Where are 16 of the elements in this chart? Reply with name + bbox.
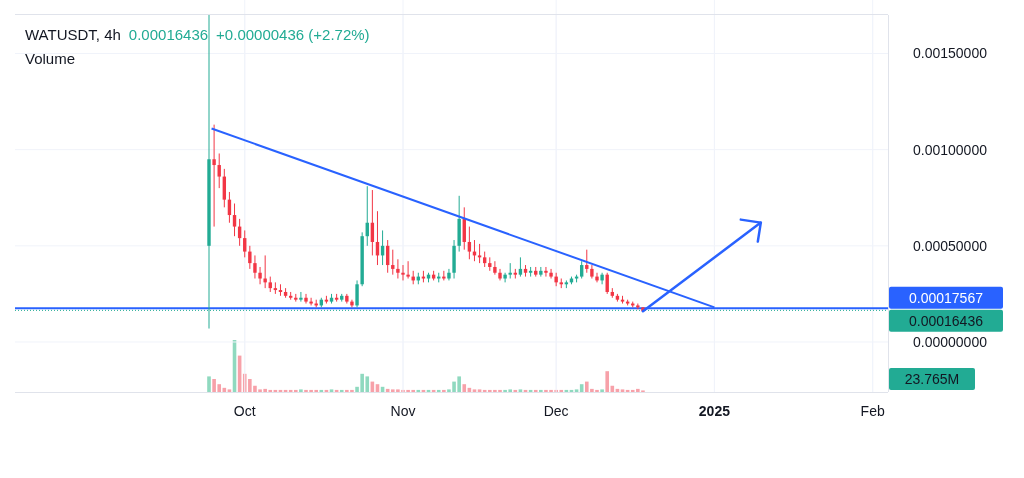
x-tick-label: Feb bbox=[860, 403, 885, 419]
y-tick-label: 0.00000000 bbox=[913, 333, 988, 350]
text: 23.765M bbox=[904, 370, 960, 387]
x-tick-label: Nov bbox=[390, 403, 416, 419]
y-tick-label: 0.00100000 bbox=[913, 141, 988, 158]
x-tick-label: 2025 bbox=[698, 403, 731, 419]
x-tick-label: Dec bbox=[543, 403, 569, 419]
y-tick-label: 0.00150000 bbox=[913, 45, 988, 62]
text: WATUSDT, 4h bbox=[25, 26, 121, 43]
chart-title: Volume bbox=[25, 50, 76, 67]
x-tick-label: Oct bbox=[233, 403, 256, 419]
ref-line-label: 0.00017567 bbox=[909, 289, 984, 306]
y-tick-label: 0.00050000 bbox=[913, 237, 988, 254]
annotation: +0.00000436 (+2.72%) bbox=[216, 26, 370, 43]
annotation: 0.00016436 bbox=[128, 26, 209, 43]
ref-line-label: 0.00016436 bbox=[909, 312, 984, 329]
